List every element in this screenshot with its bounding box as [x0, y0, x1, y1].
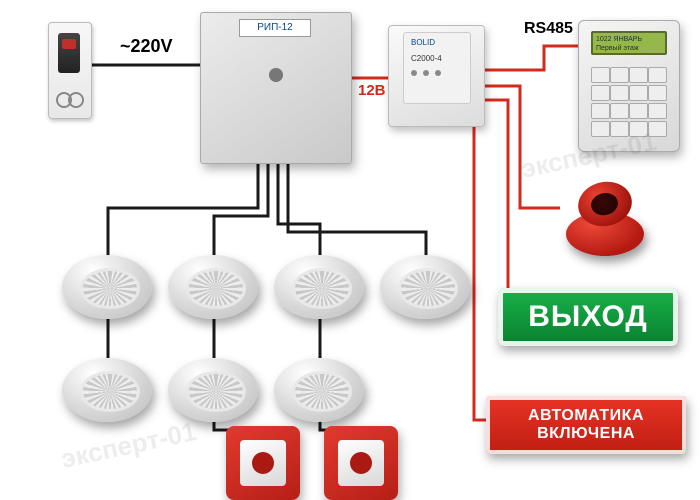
label-bus-rs485: RS485 — [524, 20, 573, 38]
psu-nameplate: РИП-12 — [239, 19, 311, 37]
lcd-line2: Первый этаж — [596, 44, 662, 53]
detector-grill — [186, 371, 246, 412]
lcd-line1: 1022 ЯНВАРЬ — [596, 35, 662, 44]
wire-red — [474, 126, 486, 420]
detector-grill — [80, 371, 140, 412]
smoke-detector — [380, 255, 470, 319]
controller-leds — [411, 70, 441, 76]
callpoint-glass — [338, 440, 384, 486]
smoke-detector — [62, 255, 152, 319]
detector-grill — [80, 268, 140, 309]
smoke-detector — [274, 358, 364, 422]
wire-black — [288, 162, 426, 256]
label-dc-voltage: 12В — [358, 82, 386, 99]
siren-sounder — [560, 178, 650, 256]
wire-black — [108, 162, 258, 256]
keypad-panel: 1022 ЯНВАРЬ Первый этаж — [578, 20, 680, 152]
circuit-breaker — [48, 22, 92, 119]
controller-c2000: BOLID С2000-4 — [388, 25, 485, 127]
smoke-detector — [62, 358, 152, 422]
smoke-detector — [168, 255, 258, 319]
wire-red — [483, 86, 560, 208]
manual-call-point — [226, 426, 300, 500]
keypad-lcd: 1022 ЯНВАРЬ Первый этаж — [591, 31, 667, 55]
psu-lock-icon — [269, 68, 283, 82]
watermark: эксперт-01 — [58, 416, 199, 475]
detector-grill — [398, 268, 458, 309]
detector-grill — [292, 371, 352, 412]
breaker-switch — [58, 33, 80, 73]
detector-grill — [186, 268, 246, 309]
auto-sign-line1: АВТОМАТИКА — [528, 407, 644, 425]
breaker-terminals — [54, 88, 86, 112]
keypad-keys — [591, 67, 665, 137]
controller-brand: BOLID — [411, 38, 435, 47]
label-mains-voltage: ~220V — [120, 36, 173, 57]
controller-model: С2000-4 — [411, 54, 442, 63]
power-supply-rip12: РИП-12 — [200, 12, 352, 164]
wire-red — [483, 46, 578, 70]
auto-sign-line2: ВКЛЮЧЕНА — [537, 425, 635, 443]
wire-red — [483, 100, 508, 310]
callpoint-glass — [240, 440, 286, 486]
detector-grill — [292, 268, 352, 309]
smoke-detector — [274, 255, 364, 319]
wire-black — [214, 162, 268, 256]
automatics-sign: АВТОМАТИКА ВКЛЮЧЕНА — [486, 396, 686, 454]
smoke-detector — [168, 358, 258, 422]
wire-black — [278, 162, 320, 256]
exit-sign: ВЫХОД — [498, 288, 678, 346]
manual-call-point — [324, 426, 398, 500]
